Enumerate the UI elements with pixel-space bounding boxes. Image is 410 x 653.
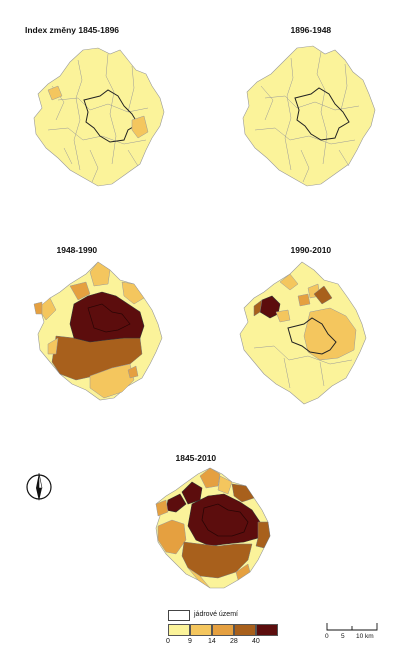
legend-swatch-9-14 (190, 624, 212, 636)
legend-break-9: 9 (188, 638, 192, 645)
core-outline (83, 89, 139, 143)
area-class-9-14 (89, 261, 111, 287)
legend-swatch-14-28 (212, 624, 234, 636)
area-class-40 (69, 291, 145, 343)
area-class-9-14 (217, 475, 233, 495)
area-class-9-14 (187, 567, 211, 589)
area-class-28-40 (255, 521, 271, 549)
area-class-14-28 (199, 467, 221, 489)
legend-swatch-40-plus (256, 624, 278, 636)
map-title-1990-2010: 1990-2010 (290, 245, 332, 255)
scale-label-5: 5 (341, 633, 345, 640)
core-outline (294, 87, 350, 141)
region-outline (242, 45, 376, 187)
north-arrow-icon (26, 472, 52, 501)
area-class-14-28 (33, 301, 43, 315)
area-class-9-14 (37, 297, 57, 321)
area-class-9-14 (47, 337, 59, 355)
map-title-1948-1990: 1948-1990 (56, 245, 98, 255)
map-1948-1990 (33, 261, 163, 401)
scale-label-10km: 10 km (356, 633, 374, 640)
area-class-28-40 (313, 285, 333, 305)
map-1896-1948 (242, 45, 376, 187)
highlight-area (47, 85, 63, 101)
area-class-14-28 (127, 365, 139, 379)
area-class-9-14 (89, 363, 135, 399)
map-title-1896-1948: 1896-1948 (290, 25, 332, 35)
core-outline (201, 503, 249, 537)
area-class-28-40 (181, 541, 253, 579)
legend-swatch-28-40 (234, 624, 256, 636)
legend-swatch-0-9 (168, 624, 190, 636)
area-class-14-28 (155, 499, 169, 517)
area-class-9-14 (275, 309, 291, 323)
area-class-40 (181, 481, 203, 505)
area-class-9-14 (121, 281, 145, 305)
scale-label-0: 0 (325, 633, 329, 640)
legend-break-28: 28 (230, 638, 238, 645)
map-1990-2010 (239, 261, 367, 405)
core-outline (287, 317, 337, 355)
highlight-area (131, 115, 149, 139)
map-title-1845-1896: Index změny 1845-1896 (25, 25, 120, 35)
area-class-14-28 (157, 519, 187, 555)
legend-break-14: 14 (208, 638, 216, 645)
map-1845-1896 (33, 47, 165, 187)
area-class-9-14 (279, 273, 299, 291)
area-class-28-40 (253, 299, 263, 317)
core-territory-swatch (168, 610, 190, 621)
legend-break-40: 40 (252, 638, 260, 645)
core-territory-label: jádrové území (194, 611, 238, 618)
legend-break-0: 0 (166, 638, 170, 645)
map-title-1845-2010: 1845-2010 (175, 453, 217, 463)
area-class-14-28 (235, 563, 251, 581)
area-class-14-28 (69, 281, 91, 301)
area-class-28-40 (231, 483, 255, 503)
region-outline (33, 47, 165, 187)
area-class-14-28 (297, 293, 311, 307)
scale-bar (326, 623, 378, 631)
map-1845-2010 (155, 467, 271, 589)
